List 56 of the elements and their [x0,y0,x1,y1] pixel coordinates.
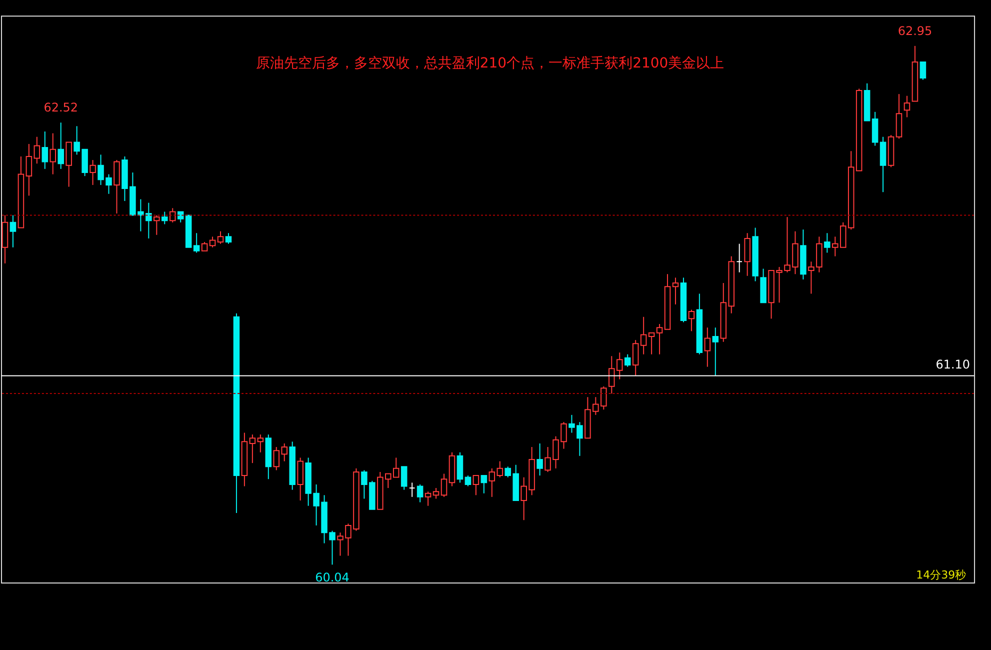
candlestick [225,232,232,244]
candlestick [488,468,496,498]
text: 原油先空后多，多空双收，总共盈利210个点，一标准手获利2100美金以上 [256,56,724,72]
candlestick [169,208,176,223]
candlestick [920,61,926,80]
candlestick [209,236,216,248]
ref-line-label: 61.10 [936,358,970,372]
candlestick [177,211,184,223]
candlestick [66,142,72,188]
candlestick [688,309,695,332]
candlestick [480,475,488,494]
candlestick [656,324,663,355]
candlestick [672,277,679,305]
candlestick [704,327,711,368]
annotation: 62.52 [44,100,78,115]
candlestick [896,94,902,140]
candlestick [424,491,432,506]
candlestick [114,160,120,214]
candlestick [496,460,504,478]
candlestick [472,475,480,496]
candlestick [249,434,256,464]
candlestick [640,316,647,355]
candlestick [90,160,96,186]
candlestick [536,442,543,476]
candlestick [880,136,886,193]
candlestick [648,332,655,355]
candlestick [193,232,200,254]
annotation: 60.04 [315,570,350,585]
candlestick [824,232,830,254]
candlestick [904,95,910,118]
candlestick [34,136,40,164]
candlestick [712,327,719,376]
candlestick [400,466,408,490]
candlestick [26,143,32,196]
candlestick [432,488,440,500]
candlestick [257,434,264,453]
candlestick [297,457,304,501]
candlestick [440,473,448,498]
candlestick [50,132,56,175]
candlestick [408,482,416,498]
candlestick [456,452,464,484]
candlestick [632,340,639,376]
candlestick [162,211,168,225]
annotation: 14分39秒 [916,568,966,582]
candlestick [872,111,878,146]
candlestick [217,230,224,244]
candlestick [58,122,64,170]
candlestick [416,484,424,503]
candlestick [10,214,16,248]
candlestick [744,232,750,276]
candlestick [154,214,160,236]
candlestick [42,130,48,170]
candlestick [464,475,472,487]
candlestick [624,354,631,368]
candlestick [736,243,742,273]
annotation: 62.95 [898,24,932,38]
